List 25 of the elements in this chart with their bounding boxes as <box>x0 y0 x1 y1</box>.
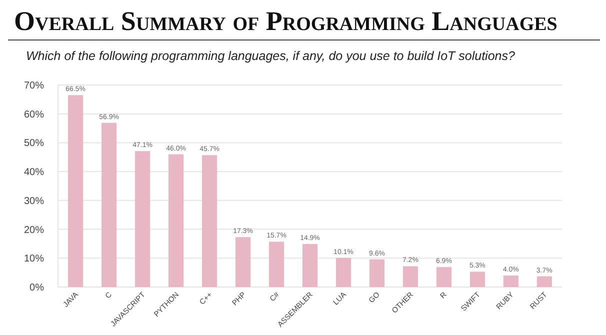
bar <box>302 244 318 287</box>
bar <box>470 272 485 287</box>
bar <box>268 242 284 287</box>
y-tick-label: 30% <box>24 196 44 207</box>
bar <box>503 275 518 287</box>
bar <box>402 266 418 287</box>
bar <box>536 276 552 287</box>
y-tick-label: 70% <box>24 80 44 92</box>
y-tick-label: 60% <box>24 109 44 120</box>
bar <box>336 258 352 287</box>
y-tick-label: 50% <box>24 138 44 150</box>
bar <box>68 95 84 287</box>
bar <box>168 154 184 287</box>
bar <box>235 237 251 287</box>
y-tick-label: 20% <box>24 224 44 236</box>
bar <box>369 259 385 287</box>
bar <box>102 122 117 287</box>
chart-title: Overall Summary of Programming Languages <box>14 6 558 36</box>
bar <box>436 267 452 287</box>
y-tick-label: 0% <box>30 282 44 294</box>
y-tick-label: 40% <box>24 167 44 178</box>
y-tick-label: 10% <box>24 254 44 265</box>
bar <box>135 151 150 287</box>
bar <box>202 155 218 287</box>
chart-subtitle: Which of the following programming languages, if any, do you use to build IoT solutions? <box>26 49 515 63</box>
